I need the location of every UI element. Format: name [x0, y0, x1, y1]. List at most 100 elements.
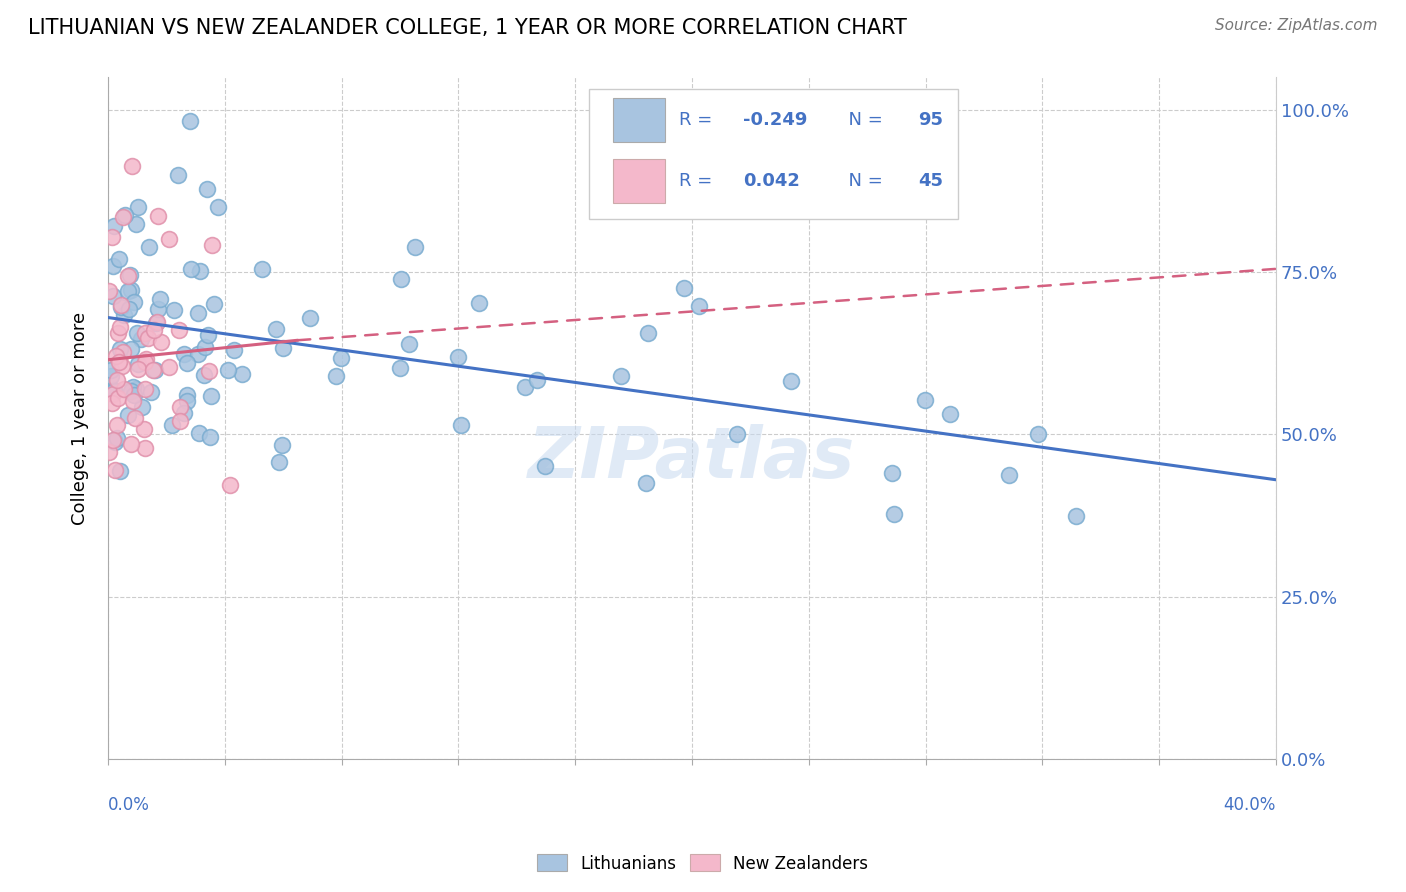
FancyBboxPatch shape — [613, 98, 665, 142]
Point — [271, 438, 294, 452]
Point — [299, 311, 322, 326]
Point — [104, 434, 127, 449]
Point — [166, 169, 188, 183]
Text: N =: N = — [837, 111, 889, 129]
Point — [100, 368, 122, 383]
Point — [104, 463, 127, 477]
Point — [201, 238, 224, 252]
FancyBboxPatch shape — [613, 159, 665, 203]
Point — [224, 343, 246, 357]
Point — [325, 369, 347, 384]
Point — [112, 308, 135, 322]
Point — [145, 316, 167, 330]
Point — [98, 284, 121, 298]
Point — [404, 240, 426, 254]
Point — [103, 433, 125, 447]
Point — [468, 295, 491, 310]
Point — [250, 261, 273, 276]
Point — [450, 418, 472, 433]
Point — [127, 357, 149, 371]
Point — [117, 284, 139, 298]
Point — [120, 436, 142, 450]
Point — [200, 389, 222, 403]
Point — [176, 388, 198, 402]
Point — [97, 444, 120, 458]
Point — [114, 209, 136, 223]
Point — [388, 361, 411, 376]
Point — [180, 262, 202, 277]
Point — [108, 355, 131, 369]
Point — [149, 292, 172, 306]
Point — [107, 431, 129, 445]
Point — [110, 298, 132, 312]
Point — [122, 394, 145, 409]
Point — [1028, 427, 1050, 442]
Point — [188, 264, 211, 278]
Point — [108, 320, 131, 334]
Point — [533, 458, 555, 473]
Point — [149, 334, 172, 349]
Point — [101, 259, 124, 273]
Point — [198, 429, 221, 443]
Point — [142, 322, 165, 336]
Point — [117, 269, 139, 284]
Point — [146, 314, 169, 328]
Point — [142, 363, 165, 377]
Point — [118, 268, 141, 283]
Point — [218, 478, 240, 492]
Point — [187, 306, 209, 320]
Point — [108, 342, 131, 356]
Point — [513, 379, 536, 393]
Point — [122, 380, 145, 394]
Point — [914, 393, 936, 408]
Point — [103, 384, 125, 399]
Point — [202, 296, 225, 310]
Point — [138, 331, 160, 345]
Point — [148, 209, 170, 223]
Point — [1066, 509, 1088, 524]
Point — [267, 455, 290, 469]
Point — [447, 350, 470, 364]
Point — [195, 182, 218, 196]
Point — [998, 468, 1021, 483]
Point — [146, 301, 169, 316]
Point — [132, 422, 155, 436]
Point — [134, 355, 156, 369]
FancyBboxPatch shape — [589, 89, 959, 219]
Text: 0.042: 0.042 — [744, 172, 800, 190]
Point — [637, 326, 659, 340]
Point — [173, 406, 195, 420]
Point — [105, 349, 128, 363]
Point — [112, 383, 135, 397]
Point — [103, 219, 125, 233]
Point — [134, 441, 156, 455]
Point — [135, 352, 157, 367]
Point — [107, 326, 129, 341]
Legend: Lithuanians, New Zealanders: Lithuanians, New Zealanders — [531, 847, 875, 880]
Point — [610, 368, 633, 383]
Point — [672, 281, 695, 295]
Point — [176, 394, 198, 409]
Point — [125, 218, 148, 232]
Text: -0.249: -0.249 — [744, 111, 807, 129]
Point — [127, 362, 149, 376]
Point — [120, 384, 142, 399]
Point — [103, 289, 125, 303]
Point — [389, 272, 412, 286]
Point — [124, 411, 146, 425]
Point — [273, 341, 295, 355]
Point — [193, 368, 215, 382]
Point — [207, 200, 229, 214]
Point — [187, 347, 209, 361]
Point — [688, 300, 710, 314]
Y-axis label: College, 1 year or more: College, 1 year or more — [72, 311, 89, 524]
Point — [110, 300, 132, 314]
Point — [179, 114, 201, 128]
Point — [634, 476, 657, 491]
Point — [101, 396, 124, 410]
Point — [329, 351, 352, 366]
Point — [526, 373, 548, 387]
Point — [160, 417, 183, 432]
Point — [101, 387, 124, 401]
Point — [134, 326, 156, 340]
